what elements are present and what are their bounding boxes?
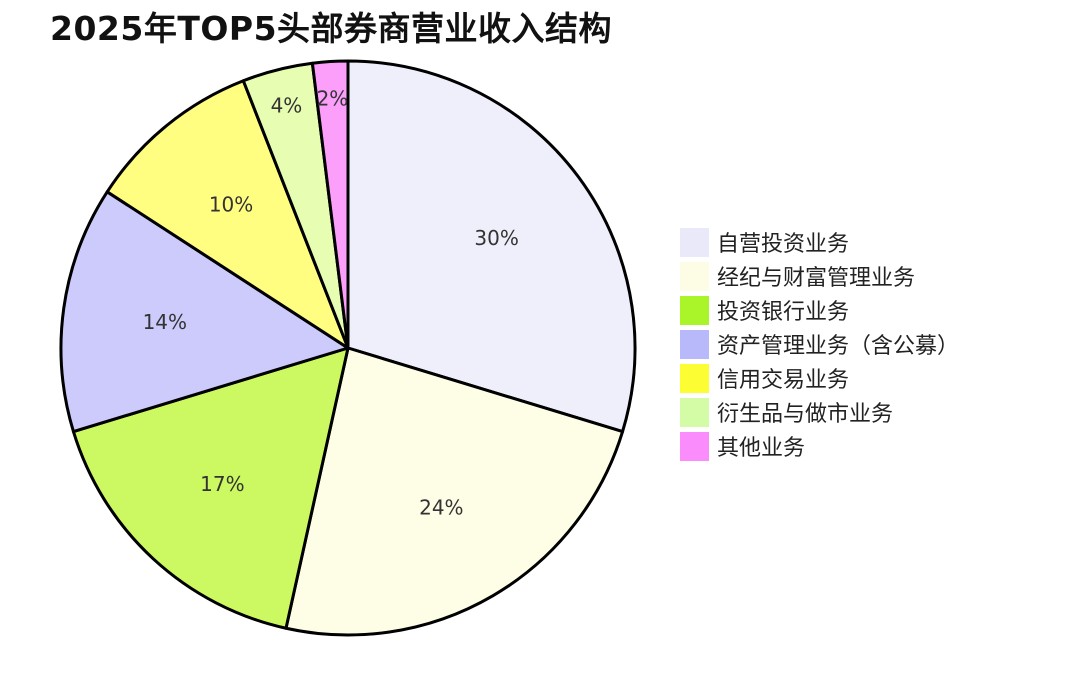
pie-slice-1 <box>284 346 625 637</box>
pie-slice-0 <box>346 59 637 434</box>
legend-swatch <box>680 329 709 359</box>
pie-slice-4 <box>105 79 350 350</box>
legend-label: 衍生品与做市业务 <box>717 402 894 427</box>
legend-item: 自营投资业务 <box>680 225 959 259</box>
slice-value-label: 30% <box>474 226 518 250</box>
chart-title: 2025年TOP5头部券商营业收入结构 <box>50 9 613 48</box>
slice-value-label: 14% <box>143 310 187 334</box>
legend-swatch <box>680 295 709 325</box>
legend-item: 衍生品与做市业务 <box>680 395 959 429</box>
slice-value-label: 4% <box>271 94 303 118</box>
legend-swatch <box>680 397 709 427</box>
legend-label: 经纪与财富管理业务 <box>717 266 916 291</box>
legend-label: 自营投资业务 <box>717 232 850 257</box>
legend-swatch <box>680 431 709 461</box>
legend-item: 经纪与财富管理业务 <box>680 259 959 293</box>
legend: 自营投资业务经纪与财富管理业务 投资银行业务资产管理业务（含公募） 信用交易业务衍生… <box>680 225 959 463</box>
slice-value-label: 24% <box>419 496 463 520</box>
legend-label: 信用交易业务 <box>717 368 850 393</box>
pie-slice-6 <box>310 59 350 350</box>
legend-swatch <box>680 363 709 393</box>
legend-label: 投资银行业务 <box>717 300 850 325</box>
legend-item: 资产管理业务（含公募） <box>680 327 959 361</box>
slice-value-label: 2% <box>317 86 349 110</box>
legend-swatch <box>680 261 709 291</box>
legend-item: 信用交易业务 <box>680 361 959 395</box>
legend-swatch <box>680 227 709 257</box>
legend-label: 资产管理业务（含公募） <box>717 334 960 359</box>
legend-item: 其他业务 <box>680 429 959 463</box>
slice-value-label: 17% <box>200 472 244 496</box>
pie-slice-3 <box>59 190 350 434</box>
pie-slice-2 <box>71 346 350 630</box>
legend-item: 投资银行业务 <box>680 293 959 327</box>
legend-label: 其他业务 <box>717 436 806 461</box>
slice-value-label: 10% <box>209 193 253 217</box>
